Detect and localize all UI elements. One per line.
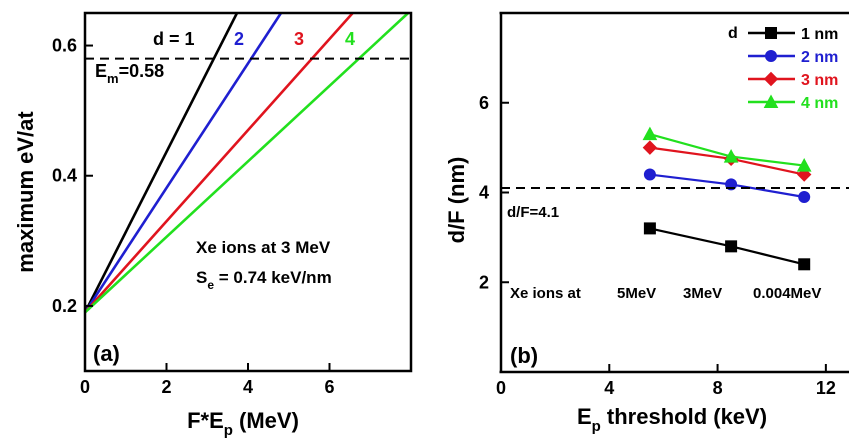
panel-b-y-ticks: 2 4 6 xyxy=(479,93,509,292)
panel-a-x-tick-label: 2 xyxy=(161,377,171,397)
panel-b-data-point xyxy=(642,140,658,155)
panel-a-y-tick-label: 0.6 xyxy=(52,36,77,56)
panel-b-reference-label: d/F=4.1 xyxy=(507,204,559,221)
panel-a-annotation-ions: Xe ions at 3 MeV xyxy=(196,238,331,257)
panel-b-annotation-energy-1: 5MeV xyxy=(617,285,656,302)
panel-a-x-tick-label: 6 xyxy=(324,377,334,397)
panel-b-data-point xyxy=(643,222,656,235)
panel-b-annotation-ions: Xe ions at xyxy=(510,285,581,302)
panel-b-annotation-energy-3: 0.004MeV xyxy=(753,285,821,302)
panel-b-series-group xyxy=(642,126,812,271)
panel-b-y-tick-label: 6 xyxy=(479,93,489,113)
panel-a-x-tick-label: 0 xyxy=(80,377,90,397)
panel-b-y-tick-label: 4 xyxy=(479,183,489,203)
panel-b-legend-label: 2 nm xyxy=(801,49,838,66)
panel-a-x-axis-label: F*Ep (MeV) xyxy=(187,408,299,439)
panel-b-data-point xyxy=(723,149,739,163)
panel-a-x-tick-label: 4 xyxy=(243,377,253,397)
panel-a-y-ticks: 0.2 0.4 0.6 xyxy=(52,36,93,316)
panel-a-x-ticks: 0 2 4 6 xyxy=(80,363,335,397)
panel-b-data-point xyxy=(798,258,811,271)
panel-b-legend-title: d xyxy=(728,25,738,42)
panel-b-legend-marker xyxy=(763,71,779,87)
panel-b-legend-entry: 2 nm xyxy=(748,49,838,66)
panel-a-panel-label: (a) xyxy=(93,341,120,366)
panel-b-x-tick-label: 4 xyxy=(604,378,614,398)
panel-b-legend-label: 4 nm xyxy=(801,95,838,112)
panel-a-label-d1: d = 1 xyxy=(153,29,195,49)
panel-b-data-point xyxy=(798,190,811,203)
panel-a-y-tick-label: 0.4 xyxy=(52,166,77,186)
panel-a-reference-label: Em=0.58 xyxy=(95,61,164,86)
panel-a-y-tick-label: 0.2 xyxy=(52,296,77,316)
panel-b-legend-entry: 3 nm xyxy=(748,71,838,89)
panel-a-label-d2: 2 xyxy=(234,29,244,49)
panel-b-y-tick-label: 2 xyxy=(479,272,489,292)
panel-b-data-point xyxy=(643,168,656,181)
panel-a: 0 2 4 6 0.2 0.4 0.6 d = 1 2 3 4 Em=0.58 Xe io… xyxy=(13,11,413,439)
panel-a-series-line-4 xyxy=(84,12,410,314)
panel-b-data-point xyxy=(796,158,812,172)
panel-a-series-line-2 xyxy=(83,12,283,314)
panel-b-x-tick-label: 0 xyxy=(496,378,506,398)
panel-a-series-line-1 xyxy=(83,12,239,314)
panel-b-x-tick-label: 8 xyxy=(713,378,723,398)
panel-a-annotation-stopping: Se = 0.74 keV/nm xyxy=(196,268,332,292)
panel-a-y-axis-label: maximum eV/at xyxy=(13,111,38,273)
panel-b: 0 4 8 12 2 4 6 d/F=4.1 Xe ions at 5MeV 3MeV 0… xyxy=(444,11,849,435)
panel-a-label-d4: 4 xyxy=(345,29,355,49)
panel-b-data-point xyxy=(642,126,658,141)
panel-a-series-line-3 xyxy=(84,12,354,314)
panel-b-x-tick-label: 12 xyxy=(816,378,836,398)
panel-b-y-axis-label: d/F (nm) xyxy=(444,157,469,244)
panel-b-legend-entry: 1 nm xyxy=(748,26,838,43)
panel-b-legend-marker xyxy=(765,27,777,39)
panel-b-legend-entry: 4 nm xyxy=(748,94,838,112)
panel-a-series-group xyxy=(83,12,410,314)
panel-b-legend-marker xyxy=(763,94,779,108)
panel-a-label-d3: 3 xyxy=(294,29,304,49)
panel-b-x-axis-label: Ep threshold (keV) xyxy=(577,404,767,435)
panel-b-legend-label: 1 nm xyxy=(801,26,838,43)
panel-b-annotation-energy-2: 3MeV xyxy=(683,285,722,302)
panel-b-x-ticks: 0 4 8 12 xyxy=(496,364,836,398)
panel-b-panel-label: (b) xyxy=(510,343,538,368)
panel-b-data-point xyxy=(725,240,738,253)
panel-b-legend: d 1 nm 2 nm 3 nm 4 nm xyxy=(728,25,838,112)
panel-b-legend-marker xyxy=(765,50,777,62)
panel-b-legend-label: 3 nm xyxy=(801,72,838,89)
